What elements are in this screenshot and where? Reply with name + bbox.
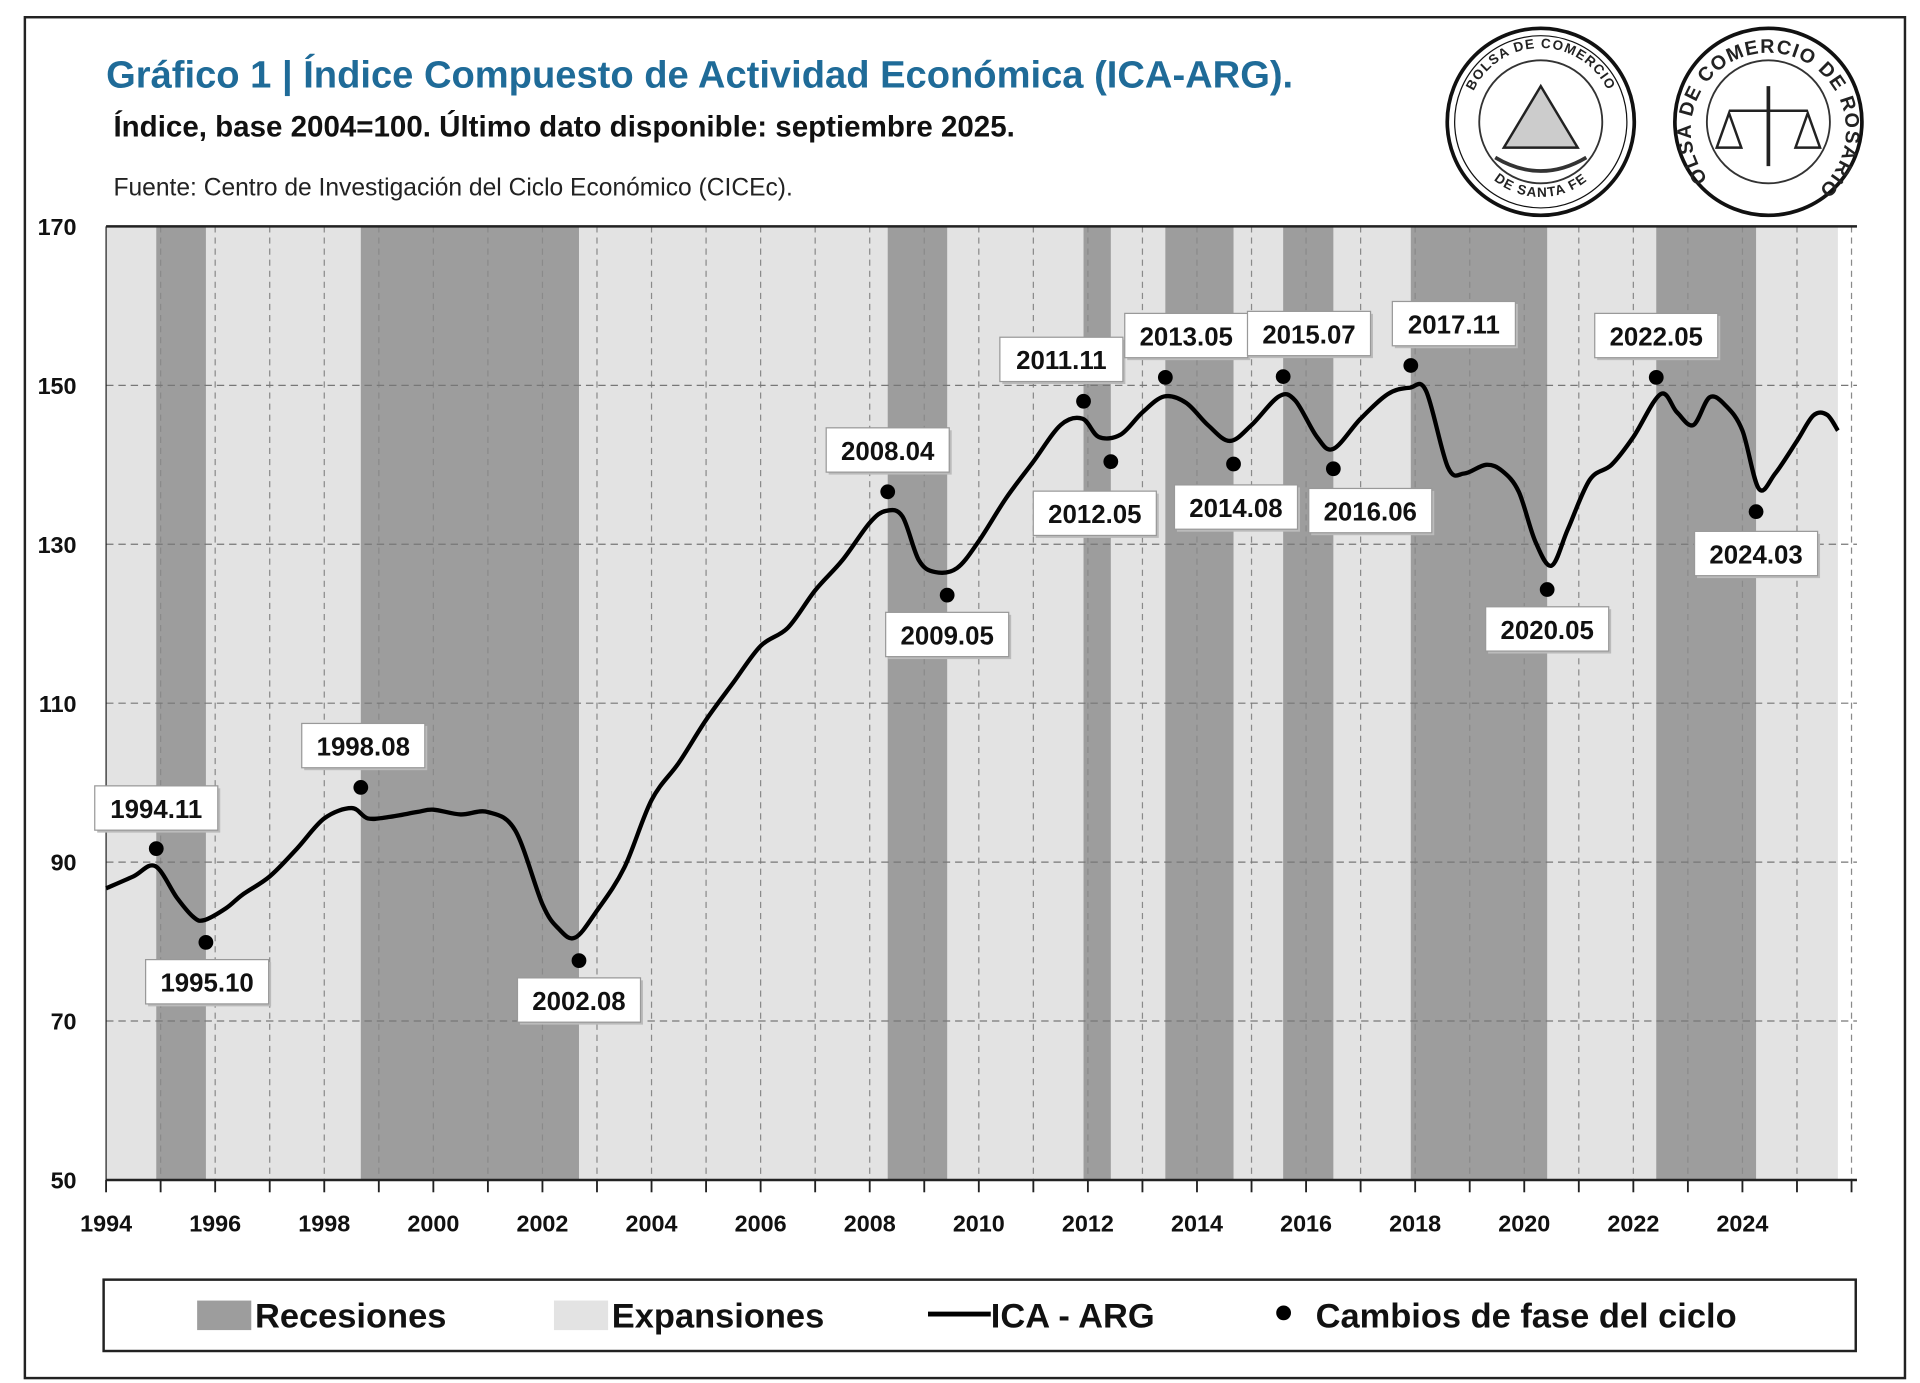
- legend-expansion-swatch: [553, 1300, 609, 1331]
- chart-source: Fuente: Centro de Investigación del Cicl…: [113, 175, 792, 202]
- turning-point-label: 2008.04: [841, 438, 935, 466]
- legend-expansions: Expansiones: [612, 1298, 824, 1336]
- turning-point-label: 1998.08: [317, 733, 410, 761]
- bolsa-santa-fe-seal: BOLSA DE COMERCIO DE SANTA FE: [1445, 26, 1637, 218]
- turning-point-label-box: [144, 958, 270, 1005]
- turning-point-dot: [1275, 369, 1291, 384]
- x-tick-label: 2018: [1389, 1211, 1441, 1237]
- turning-point-label: 2013.05: [1140, 323, 1233, 351]
- y-tick-label: 150: [38, 373, 77, 399]
- legend: Recesiones Expansiones ICA - ARG Cambios…: [102, 1278, 1857, 1353]
- turning-point-label: 1995.10: [160, 970, 253, 998]
- x-tick-label: 2022: [1607, 1211, 1659, 1237]
- turning-point-label: 2015.07: [1262, 321, 1355, 349]
- turning-point-dot: [880, 484, 896, 500]
- turning-point-label-box: [1124, 312, 1249, 359]
- turning-point-dot: [1539, 582, 1555, 597]
- x-tick-label: 1994: [80, 1211, 132, 1237]
- x-tick-label: 2002: [516, 1211, 568, 1237]
- chart-subtitle: Índice, base 2004=100. Último dato dispo…: [113, 110, 1014, 144]
- turning-point-label: 2020.05: [1500, 617, 1593, 645]
- y-tick-label: 170: [38, 214, 77, 240]
- legend-series: ICA - ARG: [991, 1298, 1155, 1336]
- turning-point-label-box: [999, 336, 1124, 383]
- turning-point-label-box: [1485, 606, 1610, 652]
- turning-point-label: 2011.11: [1016, 347, 1107, 375]
- chart-title: Gráfico 1 | Índice Compuesto de Activida…: [106, 52, 1293, 96]
- turning-point-label-box: [301, 722, 426, 769]
- x-tick-label: 2000: [407, 1211, 459, 1237]
- ica-arg-line: [105, 381, 1840, 941]
- y-tick-label: 50: [51, 1168, 77, 1194]
- turning-point-dot: [1648, 369, 1664, 385]
- turning-point-label-box: [1173, 484, 1299, 530]
- turning-point-label: 2012.05: [1048, 501, 1141, 529]
- turning-point-label-box: [885, 611, 1010, 658]
- turning-point-dot: [353, 780, 369, 795]
- turning-point-label-box: [1032, 490, 1157, 537]
- x-tick-label: 2014: [1171, 1211, 1223, 1237]
- y-tick-label: 90: [51, 850, 77, 876]
- x-tick-label: 1998: [298, 1211, 350, 1237]
- turning-point-label-box: [1391, 300, 1517, 347]
- x-tick-label: 2010: [953, 1211, 1005, 1237]
- turning-point-dot: [198, 934, 214, 950]
- x-tick-label: 2006: [735, 1211, 787, 1237]
- turning-point-label-box: [1308, 487, 1433, 534]
- legend-recessions: Recesiones: [255, 1298, 446, 1336]
- turning-point-dot: [1103, 454, 1119, 469]
- x-tick-label: 1996: [189, 1211, 241, 1237]
- turning-point-label-box: [516, 977, 642, 1023]
- turning-point-label: 2009.05: [900, 622, 993, 650]
- turning-point-dot: [1325, 461, 1341, 477]
- legend-turning-points: Cambios de fase del ciclo: [1316, 1298, 1737, 1336]
- turning-point-label-box: [825, 427, 950, 473]
- y-tick-label: 110: [39, 691, 77, 717]
- x-tick-label: 2004: [626, 1211, 678, 1237]
- turning-point-label: 2016.06: [1324, 498, 1417, 526]
- turning-point-dot: [1403, 358, 1419, 373]
- turning-point-label: 2022.05: [1610, 323, 1703, 351]
- turning-point-label: 2014.08: [1189, 495, 1282, 523]
- turning-point-label: 2002.08: [532, 988, 625, 1016]
- turning-point-label: 1994.11: [110, 796, 202, 824]
- turning-point-dot: [1226, 456, 1241, 472]
- legend-recession-swatch: [197, 1300, 252, 1331]
- turning-point-label-box: [1693, 530, 1819, 577]
- x-tick-label: 2016: [1280, 1211, 1332, 1237]
- turning-point-dot: [1076, 393, 1091, 409]
- x-tick-label: 2020: [1498, 1211, 1550, 1237]
- x-tick-label: 2012: [1062, 1211, 1114, 1237]
- y-tick-label: 70: [51, 1009, 77, 1035]
- x-tick-label: 2008: [844, 1211, 896, 1237]
- recession-band: [1165, 226, 1234, 1180]
- turning-point-dot: [1157, 369, 1173, 385]
- x-tick-label: 2024: [1716, 1211, 1768, 1237]
- turning-point-label-box: [1246, 310, 1372, 357]
- turning-point-dot: [939, 587, 955, 603]
- turning-point-dot: [148, 841, 164, 856]
- legend-dot-swatch: [1276, 1305, 1291, 1321]
- turning-point-dot: [571, 953, 587, 969]
- turning-point-label-box: [94, 785, 219, 831]
- turning-point-label-box: [1594, 312, 1719, 359]
- turning-point-label: 2017.11: [1408, 311, 1500, 339]
- turning-point-label: 2024.03: [1709, 541, 1802, 569]
- turning-point-dot: [1748, 504, 1764, 520]
- plot-area: 50 70 90 110 130 150 170 1994 1996 1998 2000 2002 20…: [38, 214, 1857, 1237]
- y-tick-label: 130: [38, 532, 77, 558]
